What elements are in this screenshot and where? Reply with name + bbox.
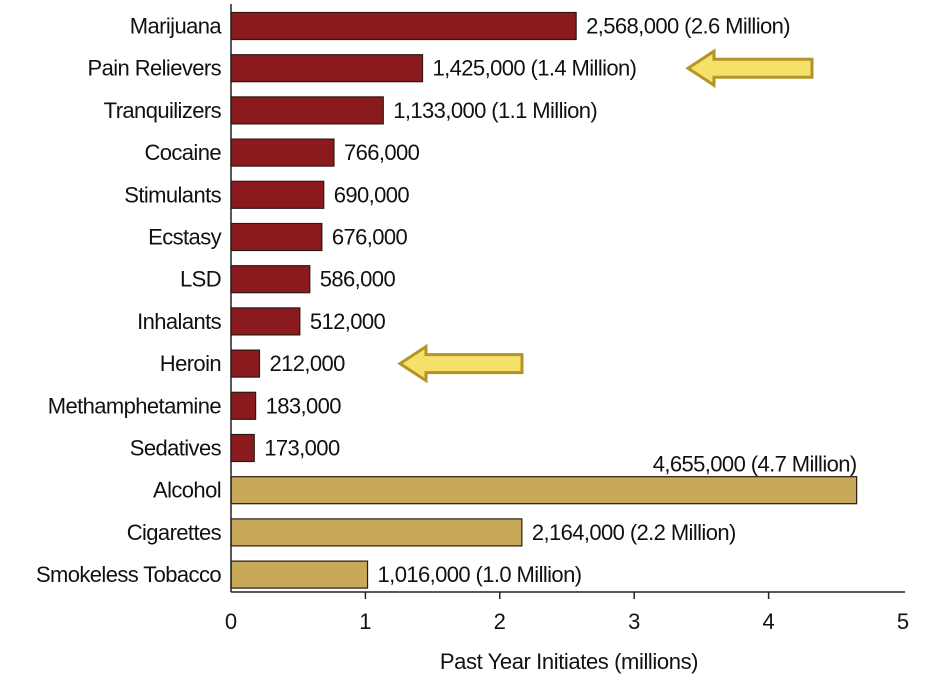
category-label-inhalants: Inhalants [137,309,221,334]
category-label-tranquilizers: Tranquilizers [104,98,222,123]
value-label-methamphetamine: 183,000 [266,393,342,418]
category-label-pain-relievers: Pain Relievers [88,56,222,81]
bar-alcohol [230,476,858,505]
value-label-marijuana: 2,568,000 (2.6 Million) [586,14,790,39]
bars-layer: Marijuana 2,568,000 (2.6 Million) Pain Rel… [36,11,858,589]
value-label-heroin: 212,000 [269,351,345,376]
highlight-arrows-layer [397,48,814,384]
bar-methamphetamine [230,391,257,420]
value-label-stimulants: 690,000 [334,182,410,207]
category-label-stimulants: Stimulants [124,182,221,207]
bar-marijuana [230,11,577,41]
value-label-ecstasy: 676,000 [332,225,408,250]
x-axis-title: Past Year Initiates (millions) [440,649,698,674]
value-label-alcohol: 4,655,000 (4.7 Million) [653,452,857,477]
value-label-pain-relievers: 1,425,000 (1.4 Million) [433,56,637,81]
highlight-arrow-heroin [397,343,524,384]
bar-lsd [230,265,311,294]
highlight-arrow-pain-relievers [685,48,814,88]
axes-layer: 0 1 2 3 4 5 [225,4,909,634]
category-label-methamphetamine: Methamphetamine [48,393,222,418]
x-tick-label: 4 [762,609,774,634]
category-label-smokeless-tobacco: Smokeless Tobacco [36,562,221,587]
bar-cocaine [230,138,335,167]
bar-stimulants [230,180,325,209]
bar-inhalants [230,307,301,336]
bar-heroin [230,349,261,378]
value-label-tranquilizers: 1,133,000 (1.1 Million) [393,98,597,123]
bar-ecstasy [230,222,323,252]
value-label-lsd: 586,000 [320,267,396,292]
x-tick-label: 3 [628,609,640,634]
x-tick-label: 1 [359,609,371,634]
x-tick-label: 2 [494,609,506,634]
bar-pain-relievers [230,54,424,83]
category-label-cocaine: Cocaine [144,140,221,165]
category-label-cigarettes: Cigarettes [127,520,222,545]
value-label-sedatives: 173,000 [264,436,340,461]
bar-tranquilizers [230,96,384,125]
value-label-smokeless-tobacco: 1,016,000 (1.0 Million) [378,562,582,587]
x-tick-label: 0 [225,609,237,634]
bar-smokeless-tobacco [230,560,369,589]
value-label-inhalants: 512,000 [310,309,386,334]
category-label-ecstasy: Ecstasy [148,225,221,250]
category-label-lsd: LSD [180,267,221,292]
bar-cigarettes [230,518,523,547]
category-label-sedatives: Sedatives [130,436,222,461]
value-label-cocaine: 766,000 [344,140,420,165]
category-label-marijuana: Marijuana [130,14,223,39]
bar-sedatives [230,433,255,463]
x-tick-label: 5 [897,609,909,634]
category-label-heroin: Heroin [160,351,221,376]
category-label-alcohol: Alcohol [153,478,221,503]
value-label-cigarettes: 2,164,000 (2.2 Million) [532,520,736,545]
